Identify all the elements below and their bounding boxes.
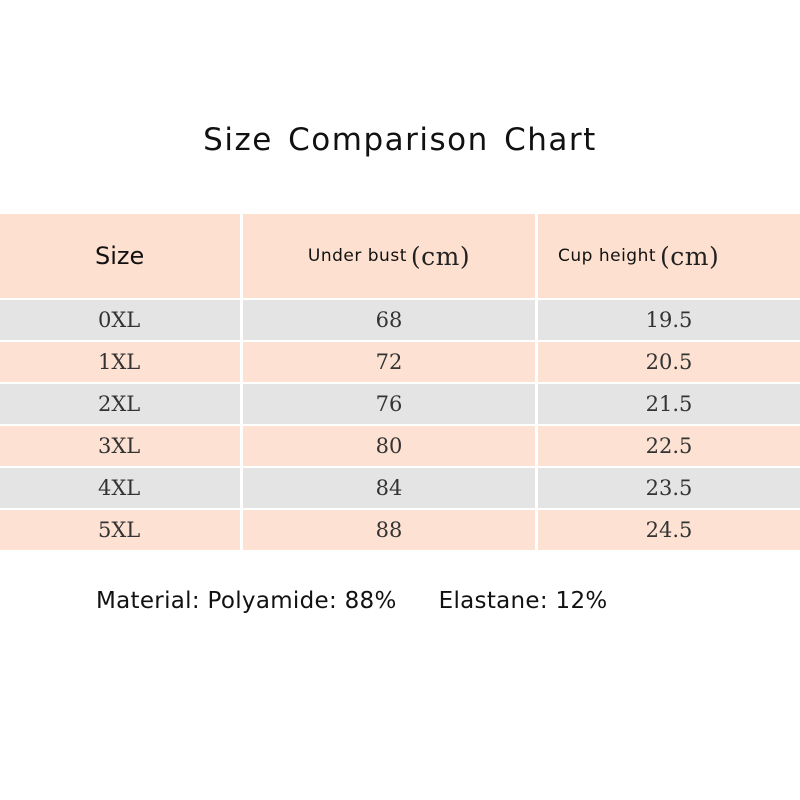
material-elastane: Elastane: 12% (438, 588, 608, 614)
under-bust-cell: 68 (243, 300, 535, 340)
size-cell: 1XL (0, 342, 240, 382)
header-cup-height-unit: (cm) (660, 241, 720, 271)
size-cell: 2XL (0, 384, 240, 424)
size-cell: 0XL (0, 300, 240, 340)
material-info: Material: Polyamide: 88% Elastane: 12% (96, 588, 608, 614)
under-bust-cell: 72 (243, 342, 535, 382)
table-row: 0XL 68 19.5 (0, 300, 800, 340)
size-table: Size Under bust (cm) Cup height (cm) 0XL… (0, 214, 800, 550)
under-bust-cell: 84 (243, 468, 535, 508)
under-bust-cell: 80 (243, 426, 535, 466)
header-size: Size (0, 214, 240, 298)
page-title: Size Comparison Chart (203, 122, 597, 158)
under-bust-cell: 76 (243, 384, 535, 424)
header-under-bust-unit: (cm) (410, 241, 471, 271)
cup-height-cell: 24.5 (538, 510, 800, 550)
header-under-bust: Under bust (cm) (243, 214, 535, 298)
size-cell: 5XL (0, 510, 240, 550)
cup-height-cell: 22.5 (538, 426, 800, 466)
header-under-bust-label: Under bust (307, 246, 407, 266)
table-header-row: Size Under bust (cm) Cup height (cm) (0, 214, 800, 298)
table-row: 3XL 80 22.5 (0, 426, 800, 466)
table-row: 1XL 72 20.5 (0, 342, 800, 382)
cup-height-cell: 19.5 (538, 300, 800, 340)
cup-height-cell: 23.5 (538, 468, 800, 508)
under-bust-cell: 88 (243, 510, 535, 550)
cup-height-cell: 21.5 (538, 384, 800, 424)
table-row: 2XL 76 21.5 (0, 384, 800, 424)
table-row: 5XL 88 24.5 (0, 510, 800, 550)
material-polyamide: Material: Polyamide: 88% (96, 588, 397, 614)
header-cup-height-label: Cup height (558, 246, 657, 266)
table-row: 4XL 84 23.5 (0, 468, 800, 508)
header-cup-height: Cup height (cm) (538, 214, 800, 298)
size-cell: 3XL (0, 426, 240, 466)
cup-height-cell: 20.5 (538, 342, 800, 382)
size-cell: 4XL (0, 468, 240, 508)
